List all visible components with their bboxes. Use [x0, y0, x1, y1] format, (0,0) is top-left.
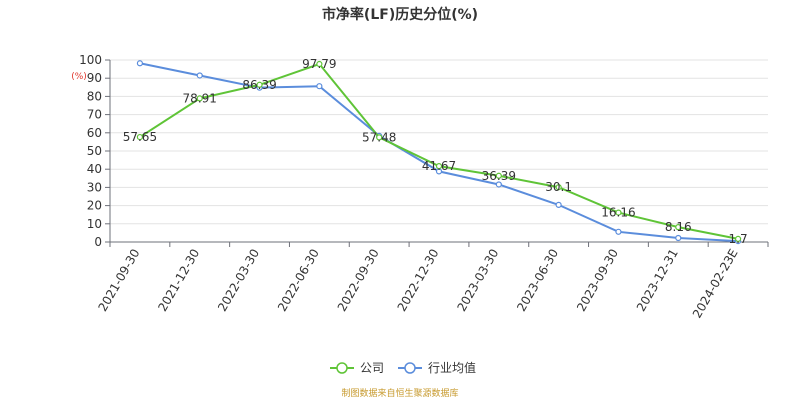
- data-point: [675, 224, 682, 231]
- series-line: [139, 62, 739, 243]
- axes: [105, 59, 769, 247]
- y-tick-label: 100: [79, 53, 102, 67]
- data-point: [196, 72, 203, 79]
- data-label: 41.67: [422, 159, 456, 173]
- data-label: 57.65: [123, 130, 157, 144]
- y-tick-label: 10: [87, 217, 102, 231]
- x-tick-label: 2022-03-30: [215, 247, 262, 314]
- data-label: 78.91: [183, 91, 217, 105]
- y-tick-label: 50: [87, 144, 102, 158]
- data-point: [316, 60, 323, 68]
- legend-swatch-marker: [404, 362, 416, 374]
- data-point: [555, 201, 562, 208]
- y-tick-label: 90: [87, 71, 102, 85]
- data-point: [615, 228, 622, 235]
- data-point: [196, 95, 203, 102]
- legend-label: 公司: [360, 361, 384, 375]
- data-point: [136, 133, 144, 141]
- data-point: [316, 83, 323, 90]
- data-point: [495, 172, 502, 179]
- x-tick-label: 2022-06-30: [275, 247, 322, 314]
- y-tick-label: 70: [87, 108, 102, 122]
- legend-item[interactable]: 公司: [330, 361, 384, 375]
- data-label: 57.48: [362, 130, 396, 144]
- legend[interactable]: 公司 行业均值: [330, 360, 476, 375]
- x-tick-label: 2023-03-30: [454, 247, 501, 314]
- grid-lines: [110, 59, 768, 225]
- y-tick-label: 80: [87, 89, 102, 103]
- data-point: [256, 81, 263, 88]
- x-tick-label: 2023-06-30: [514, 247, 561, 314]
- data-point: [435, 163, 443, 170]
- data-point: [555, 184, 562, 191]
- data-label: 16.16: [601, 206, 635, 220]
- source-note: 制图数据来自恒生聚源数据库: [341, 387, 458, 399]
- data-label: 36.39: [482, 169, 516, 183]
- x-tick-label: 2021-12-30: [155, 247, 202, 314]
- data-point: [734, 235, 742, 243]
- data-point: [376, 134, 383, 141]
- x-tick-label: 2023-12-31: [634, 247, 681, 314]
- legend-swatch-marker: [336, 362, 348, 374]
- x-tick-label: 2021-09-30: [96, 247, 143, 314]
- data-label: 86.39: [242, 78, 276, 92]
- legend-label: 行业均值: [428, 360, 476, 375]
- x-tick-label: 2022-09-30: [335, 247, 382, 314]
- data-point: [615, 209, 622, 216]
- series-group: [136, 60, 742, 245]
- y-tick-label: 0: [94, 235, 102, 249]
- legend-item[interactable]: 行业均值: [398, 360, 476, 375]
- y-tick-label: 60: [87, 126, 102, 140]
- data-label: 30.1: [545, 180, 572, 194]
- data-point: [495, 181, 502, 188]
- data-label: 8.16: [665, 220, 692, 234]
- data-label: 1.7: [729, 232, 748, 246]
- x-tick-labels: 2021-09-30 2021-12-30 2022-03-30 2022-06-30…: [96, 247, 741, 321]
- y-tick-label: 30: [87, 180, 102, 194]
- x-tick-label: 2024-02-23E: [690, 247, 741, 321]
- x-tick-label: 2022-12-30: [395, 247, 442, 314]
- data-point: [136, 60, 144, 67]
- x-tick-label: 2023-09-30: [574, 247, 621, 314]
- data-label: 97.79: [302, 57, 336, 71]
- y-axis-unit: (%): [71, 72, 87, 82]
- data-point: [675, 234, 682, 242]
- chart-title: 市净率(LF)历史分位(%): [322, 6, 478, 23]
- y-tick-label: 40: [87, 162, 102, 176]
- y-tick-label: 20: [87, 199, 102, 213]
- y-tick-labels: 0 10 20 30 40 50 60 70 80 90 100: [79, 53, 102, 249]
- data-labels: 57.65 78.91 86.39 97.79 57.48 41.67 36.39 30.1 1…: [123, 57, 748, 246]
